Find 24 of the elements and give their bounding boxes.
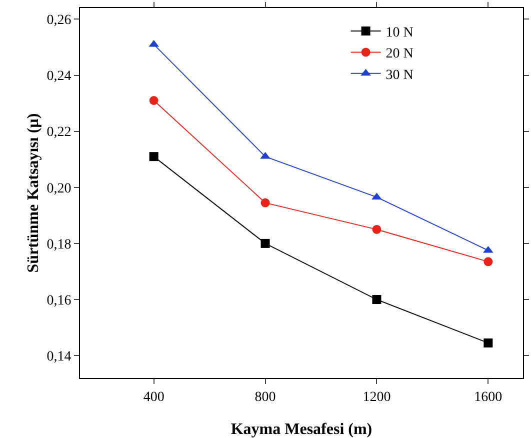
y-tick-label: 0,24	[46, 69, 72, 84]
legend-label: 30 N	[386, 68, 414, 83]
y-tick-label: 0,16	[46, 293, 72, 308]
point	[149, 96, 158, 105]
point	[149, 152, 158, 162]
x-tick-label: 1600	[474, 390, 502, 405]
x-axis-title: Kayma Mesafesi (m)	[230, 421, 372, 438]
y-axis-title: Sürtünme Katsayısı (µ)	[25, 113, 42, 273]
point	[260, 238, 270, 248]
y-tick-label: 0,14	[46, 349, 72, 364]
x-tick-label: 800	[254, 390, 276, 405]
point	[372, 224, 382, 234]
point	[484, 257, 493, 266]
legend-label: 20 N	[386, 46, 414, 62]
y-tick-label: 0,22	[46, 125, 72, 140]
point	[484, 338, 493, 348]
y-tick-label: 0,18	[46, 237, 72, 252]
y-tick-label: 0,26	[46, 13, 72, 28]
legend-label: 10 N	[386, 25, 414, 40]
x-tick-label: 1200	[362, 390, 391, 405]
x-tick-label: 400	[143, 390, 164, 405]
point	[260, 198, 270, 208]
y-tick-label: 0,20	[46, 181, 72, 196]
point	[372, 295, 382, 304]
